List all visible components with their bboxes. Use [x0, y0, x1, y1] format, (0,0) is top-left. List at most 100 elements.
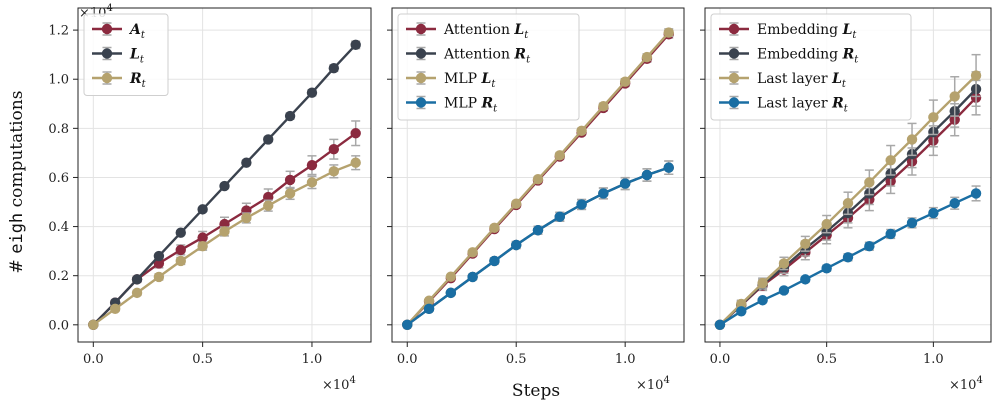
data-point: [489, 222, 500, 234]
data-point: [736, 298, 747, 310]
data-point: [306, 159, 318, 171]
data-point: [197, 204, 208, 215]
data-point: [175, 255, 186, 267]
y-tick-label-2: 0.4: [48, 220, 69, 235]
data-point: [800, 274, 811, 285]
data-point: [949, 91, 960, 102]
data-point: [263, 134, 274, 145]
data-point: [619, 76, 631, 87]
data-point: [906, 217, 918, 229]
legend-label-1: At: [128, 22, 146, 41]
legend-handle: [92, 46, 122, 61]
legend-label-2: Embedding Rt: [757, 47, 859, 66]
data-point: [576, 199, 587, 210]
axes-frame: [391, 7, 685, 343]
data-point: [175, 227, 186, 238]
series-line: [406, 166, 670, 326]
data-point: [350, 128, 361, 139]
axes-frame: [77, 7, 372, 343]
data-point: [800, 238, 811, 249]
data-point: [467, 247, 478, 258]
series-4: [402, 160, 674, 331]
legend-handle: [719, 46, 749, 61]
data-point: [511, 198, 522, 209]
data-point: [306, 177, 318, 188]
data-point: [131, 274, 143, 285]
legend-label-1: Attention Lt: [443, 22, 529, 41]
y-tick-label-3: 0.6: [48, 171, 69, 186]
data-point: [663, 27, 674, 38]
panel-2: 0.0 0.5 1.0 Attention Lt Attention Rt MLP Lt M…: [387, 7, 685, 367]
data-point: [350, 39, 361, 51]
legend-box: [83, 13, 169, 96]
data-point: [131, 287, 143, 299]
legend-handle: [92, 22, 122, 36]
legend-label-3: Last layer Lt: [757, 71, 847, 90]
legend-label-2: Attention Rt: [443, 47, 531, 66]
axes-frame: [704, 7, 992, 343]
legend: Attention Lt Attention Rt MLP Lt MLP Rt: [397, 13, 580, 121]
data-point: [778, 258, 790, 269]
x-tick-label-0: 0.0: [710, 352, 731, 367]
data-point: [736, 306, 747, 317]
data-point: [928, 207, 939, 219]
data-point: [109, 303, 121, 315]
legend-handle: [719, 22, 749, 36]
data-point: [641, 51, 653, 63]
data-point: [284, 174, 296, 186]
data-point: [88, 319, 99, 331]
legend-handle: [406, 22, 436, 36]
data-point: [306, 87, 318, 98]
data-point: [153, 271, 165, 283]
data-point: [328, 144, 340, 155]
data-point: [284, 188, 296, 199]
data-point: [598, 188, 609, 199]
data-point: [757, 295, 768, 306]
x-tick-label-0: 0.0: [397, 352, 418, 367]
data-point: [423, 303, 435, 315]
series-2: [402, 160, 674, 331]
x-tick-label-2: 1.0: [923, 352, 944, 367]
x-multiplier-1: ×104: [322, 375, 356, 393]
legend: At Lt Rt: [83, 13, 169, 96]
x-tick-label-2: 1.0: [615, 352, 636, 367]
data-point: [219, 226, 230, 237]
legend-handle: [719, 71, 749, 85]
legend-handle: [92, 71, 122, 85]
data-point: [949, 198, 960, 209]
data-point: [445, 287, 457, 299]
data-point: [241, 212, 252, 224]
data-point: [489, 255, 500, 267]
data-point: [241, 157, 252, 168]
y-tick-label-6: 1.2: [48, 24, 69, 39]
x-axis-title: Steps: [512, 381, 560, 401]
data-point: [576, 125, 587, 136]
legend-label-4: MLP Rt: [444, 96, 498, 115]
data-point: [554, 211, 565, 222]
legend-handle: [406, 46, 436, 61]
data-point: [219, 180, 230, 192]
legend-label-2: Lt: [129, 47, 145, 66]
x-tick-label-1: 0.5: [816, 352, 837, 367]
data-point: [842, 252, 854, 263]
legend-label-3: MLP Lt: [444, 71, 496, 90]
data-point: [970, 70, 982, 81]
data-point: [284, 110, 296, 122]
data-point: [402, 319, 413, 331]
y-tick-label-0: 0.0: [48, 318, 69, 333]
y-tick-label-5: 1.0: [48, 73, 69, 88]
legend-handle: [719, 95, 749, 110]
series-4: [714, 185, 982, 331]
data-point: [532, 173, 544, 185]
x-tick-label-1: 0.5: [192, 352, 213, 367]
data-point: [153, 258, 165, 269]
data-point: [153, 250, 165, 262]
data-point: [885, 155, 896, 166]
legend-label-3: Rt: [129, 71, 147, 90]
data-point: [778, 285, 790, 296]
data-point: [864, 241, 875, 252]
data-point: [885, 228, 896, 240]
data-point: [663, 162, 674, 173]
data-point: [467, 271, 478, 283]
data-point: [511, 239, 522, 251]
